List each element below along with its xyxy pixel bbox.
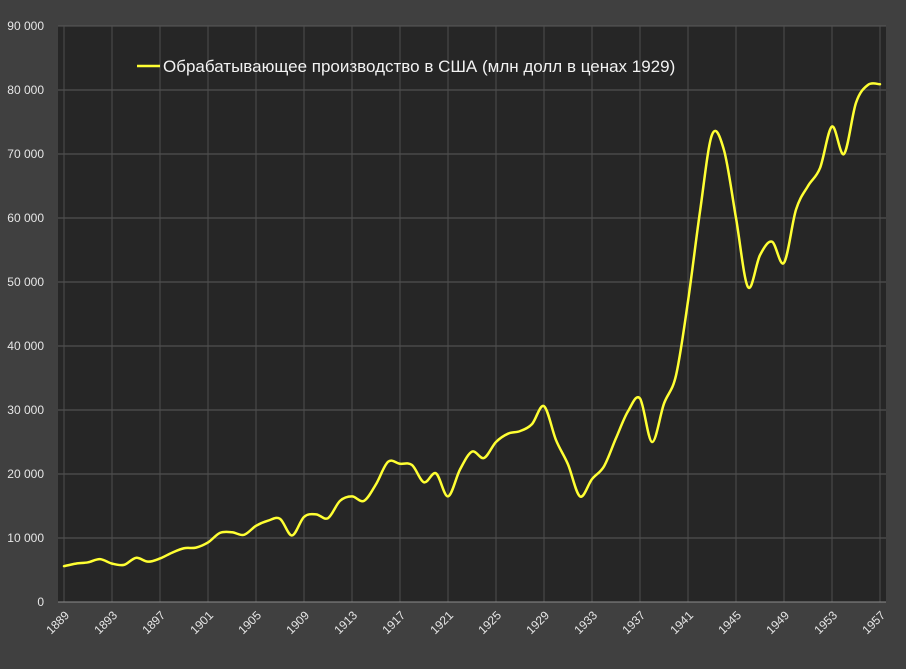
y-tick-label: 80 000 [7,83,44,97]
y-tick-label: 50 000 [7,275,44,289]
plot-area [58,26,886,602]
y-tick-label: 90 000 [7,19,44,33]
y-tick-label: 40 000 [7,339,44,353]
legend-label: Обрабатывающее производство в США (млн д… [163,57,675,76]
y-tick-label: 60 000 [7,211,44,225]
series-line [62,82,882,568]
gridlines [58,25,886,603]
y-tick-label: 0 [37,595,44,609]
series-layer [62,82,882,568]
y-axis: 0 10 000 20 000 30 000 40 000 50 000 60 000 70 … [7,19,44,609]
y-tick-label: 20 000 [7,467,44,481]
y-tick-label: 70 000 [7,147,44,161]
legend: Обрабатывающее производство в США (млн д… [137,57,675,76]
y-tick-label: 30 000 [7,403,44,417]
y-tick-label: 10 000 [7,531,44,545]
